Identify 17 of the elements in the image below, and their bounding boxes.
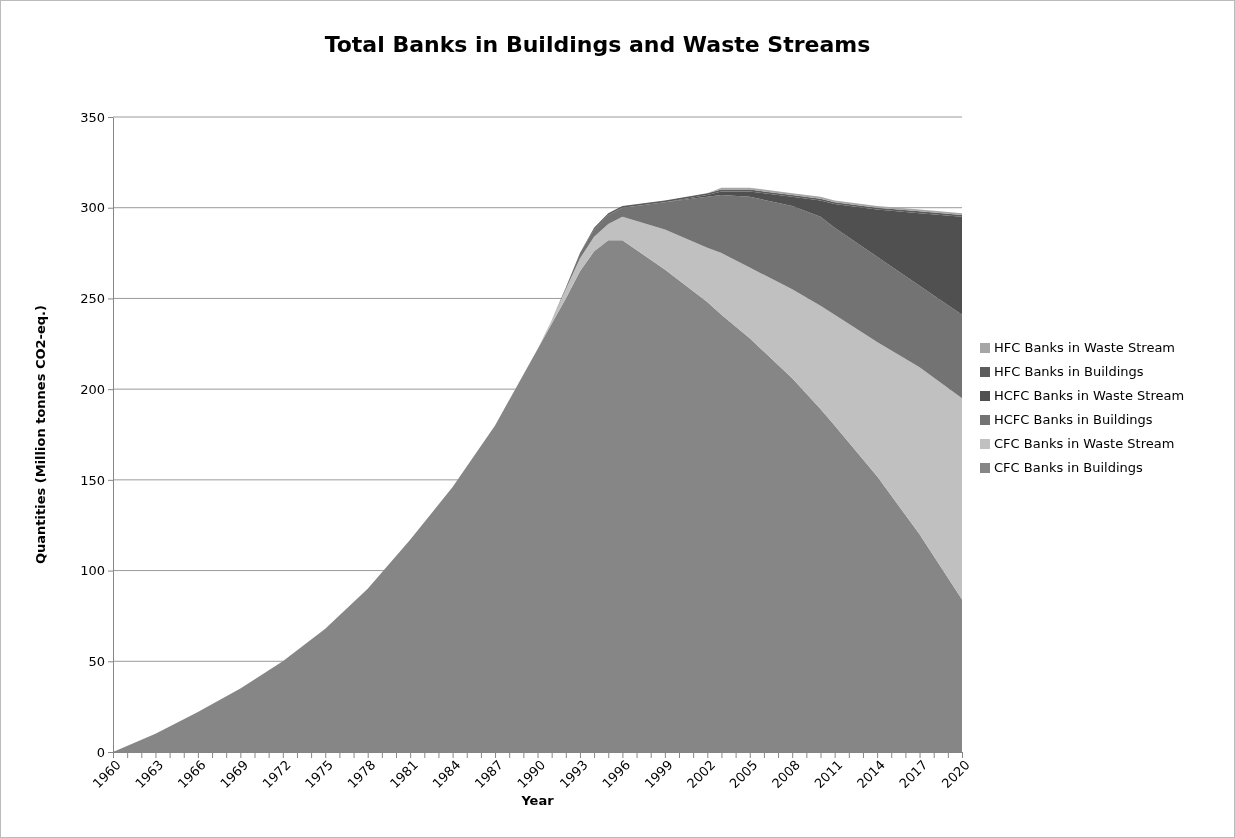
- y-tick-label: 150: [80, 472, 105, 488]
- legend-label: CFC Banks in Buildings: [994, 460, 1144, 475]
- legend-label: HFC Banks in Buildings: [994, 364, 1144, 379]
- y-tick-label: 300: [80, 200, 105, 216]
- y-tick-label: 200: [80, 381, 105, 397]
- x-axis-title: Year: [520, 793, 555, 808]
- legend-label: CFC Banks in Waste Stream: [994, 436, 1175, 451]
- y-tick-label: 250: [80, 291, 105, 307]
- chart-title: Total Banks in Buildings and Waste Streams: [324, 32, 871, 57]
- y-tick-label: 350: [80, 109, 105, 125]
- legend-label: HCFC Banks in Waste Stream: [994, 388, 1185, 403]
- legend-label: HFC Banks in Waste Stream: [994, 340, 1176, 355]
- y-tick-label: 100: [80, 563, 105, 579]
- y-axis-title: Quantities (Million tonnes CO2-eq.): [33, 305, 48, 564]
- y-tick-label: 50: [88, 653, 105, 669]
- legend-label: HCFC Banks in Buildings: [994, 412, 1153, 427]
- y-tick-label: 0: [96, 744, 105, 760]
